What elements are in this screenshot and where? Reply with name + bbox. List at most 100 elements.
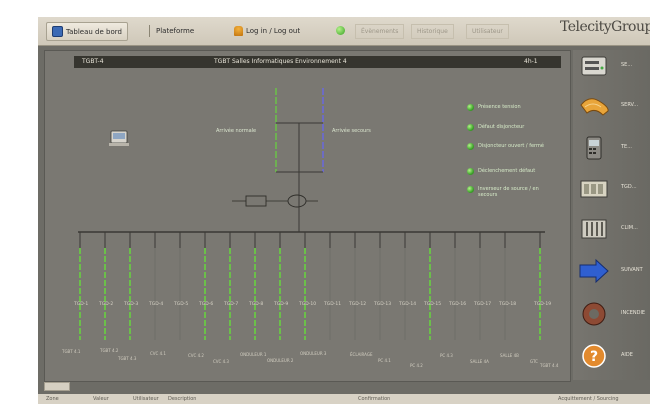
status-value: Valeur: [93, 396, 109, 402]
history-tab[interactable]: Historique: [411, 24, 454, 39]
legend-label: Défaut disjoncteur: [478, 124, 525, 130]
green-led-icon: [467, 143, 474, 150]
green-led-icon: [467, 168, 474, 175]
green-led-icon: [467, 104, 474, 111]
dashboard-button-label: Tableau de bord: [66, 27, 122, 36]
svg-text:?: ?: [590, 349, 598, 365]
fire-hose-icon: [582, 302, 606, 326]
events-tab[interactable]: Évènements: [355, 24, 405, 39]
sidebar-item-label: AIDE: [621, 352, 633, 358]
sidebar-item-next[interactable]: SUIVANT: [573, 255, 650, 291]
dashboard-icon: [52, 26, 63, 37]
bottom-label: CVC 4.2: [188, 353, 204, 358]
sidebar-item-label: TE...: [621, 144, 632, 150]
dashboard-button[interactable]: Tableau de bord: [46, 22, 128, 41]
feeder-label: TGD-16: [448, 301, 466, 307]
bottom-label: GTC: [530, 359, 538, 364]
source-left-label: Arrivée normale: [216, 127, 256, 134]
bottom-label-group: TGBT 4.1 TGBT 4.2 TGBT 4.3 CVC 4.1 CVC 4.2 CV…: [61, 348, 559, 368]
feeder-label: TGD-8: [248, 301, 263, 307]
feeder-group: [79, 232, 541, 340]
bottom-label: ÉCLAIRAGE: [350, 352, 373, 357]
feeder-label: TGD-7: [223, 301, 238, 307]
legend-label: Disjoncteur ouvert / fermé: [478, 143, 544, 149]
legend-label: Déclenchement défaut: [478, 168, 536, 174]
source-right-label: Arrivée secours: [332, 127, 371, 134]
sidebar-item-telephone[interactable]: TE...: [573, 132, 650, 168]
top-toolbar: Tableau de bord Plateforme Log in / Log …: [38, 17, 650, 46]
right-sidebar: SE... SERV... TE... TGD... CLIM... SUIVA…: [573, 50, 650, 380]
synoptic-panel: [44, 50, 571, 382]
transformer-symbol[interactable]: [232, 194, 318, 208]
bottom-label: PC 4.2: [410, 363, 423, 368]
bottom-label: SALLE 4B: [500, 353, 519, 358]
status-zone: Zone: [46, 396, 59, 402]
feeder-label: TGD-14: [398, 301, 416, 307]
sidebar-item-cooling[interactable]: CLIM...: [573, 213, 650, 249]
feeder-label: TGD-18: [498, 301, 516, 307]
feeder-label: TGD-11: [323, 301, 341, 307]
sidebar-item-help[interactable]: ? AIDE: [573, 340, 650, 376]
telephone-icon: [586, 136, 602, 160]
bottom-label: PC 4.3: [440, 353, 453, 358]
legend-item-3: Disjoncteur ouvert / fermé: [467, 143, 557, 150]
user-tab[interactable]: Utilisateur: [466, 24, 509, 39]
status-indicator: [333, 22, 348, 39]
feeder-label: TGD-6: [198, 301, 213, 307]
feeder-label-group: TGD-1 TGD-2 TGD-3 TGD-4 TGD-5 TGD-6 TGD-7 TGD-8…: [73, 301, 551, 307]
feeder-label: TGD-4: [148, 301, 163, 307]
sidebar-item-label: TGD...: [621, 184, 637, 190]
screen-icon[interactable]: [109, 130, 129, 146]
feeder-label: TGD-15: [423, 301, 441, 307]
bottom-label: CVC 4.1: [150, 351, 166, 356]
map-button-label: Plateforme: [156, 26, 195, 35]
rack-server-icon: [581, 56, 607, 76]
feeder-label: TGD-19: [533, 301, 551, 307]
help-icon: ?: [582, 344, 606, 368]
panel-scroll-control[interactable]: [44, 382, 70, 391]
map-button[interactable]: Plateforme: [146, 22, 197, 39]
feeder-label: TGD-9: [273, 301, 288, 307]
feeder-label: TGD-10: [298, 301, 316, 307]
panel-title-left: TGBT-4: [82, 58, 104, 65]
feeder-label: TGD-13: [373, 301, 391, 307]
radiator-icon: [581, 219, 607, 239]
feeder-label: TGD-12: [348, 301, 366, 307]
bottom-label: ONDULEUR 3: [300, 351, 327, 356]
panel-title-bar: TGBT-4 TGBT Salles Informatiques Environ…: [74, 56, 561, 68]
user-key-icon: [234, 25, 243, 36]
sidebar-item-distribution[interactable]: TGD...: [573, 172, 650, 208]
status-confirmation: Confirmation: [358, 396, 391, 402]
sidebar-item-label: SUIVANT: [621, 267, 643, 273]
sidebar-item-servers[interactable]: SE...: [573, 50, 650, 86]
status-description: Description: [168, 396, 197, 402]
status-bar: Zone Valeur Utilisateur Description Conf…: [38, 394, 650, 404]
bottom-label: TGBT 4.4: [539, 363, 559, 368]
bottom-label: TGBT 4.3: [117, 356, 137, 361]
sidebar-item-label: INCENDIE: [621, 310, 646, 316]
feeder-label: TGD-17: [473, 301, 491, 307]
feeder-label: TGD-1: [73, 301, 88, 307]
legend-item-5: Inverseur de source / en secours: [467, 186, 557, 198]
cable-bundle-icon: [580, 98, 609, 116]
bottom-label: CVC 4.3: [213, 359, 229, 364]
logout-button-label: Log in / Log out: [246, 26, 301, 35]
sidebar-item-label: CLIM...: [621, 225, 638, 231]
panel-title-right: 4h-1: [524, 58, 538, 65]
legend-label: Inverseur de source / en secours: [478, 186, 539, 198]
green-led-icon: [467, 186, 474, 193]
logout-button[interactable]: Log in / Log out: [231, 22, 303, 39]
status-user: Utilisateur: [133, 396, 159, 402]
sidebar-item-fire[interactable]: INCENDIE: [573, 298, 650, 334]
bottom-label: TGBT 4.2: [99, 348, 119, 353]
bottom-label: PC 4.1: [378, 358, 391, 363]
sidebar-item-label: SERV...: [621, 102, 639, 108]
feeder-label: TGD-3: [123, 301, 138, 307]
feeder-label: TGD-2: [98, 301, 113, 307]
sidebar-item-cables[interactable]: SERV...: [573, 90, 650, 126]
panel-title: TGBT Salles Informatiques Environnement …: [214, 58, 347, 65]
legend-item-2: Défaut disjoncteur: [467, 124, 557, 131]
legend-item-1: Présence tension: [467, 104, 557, 111]
legend-item-4: Déclenchement défaut: [467, 168, 557, 175]
